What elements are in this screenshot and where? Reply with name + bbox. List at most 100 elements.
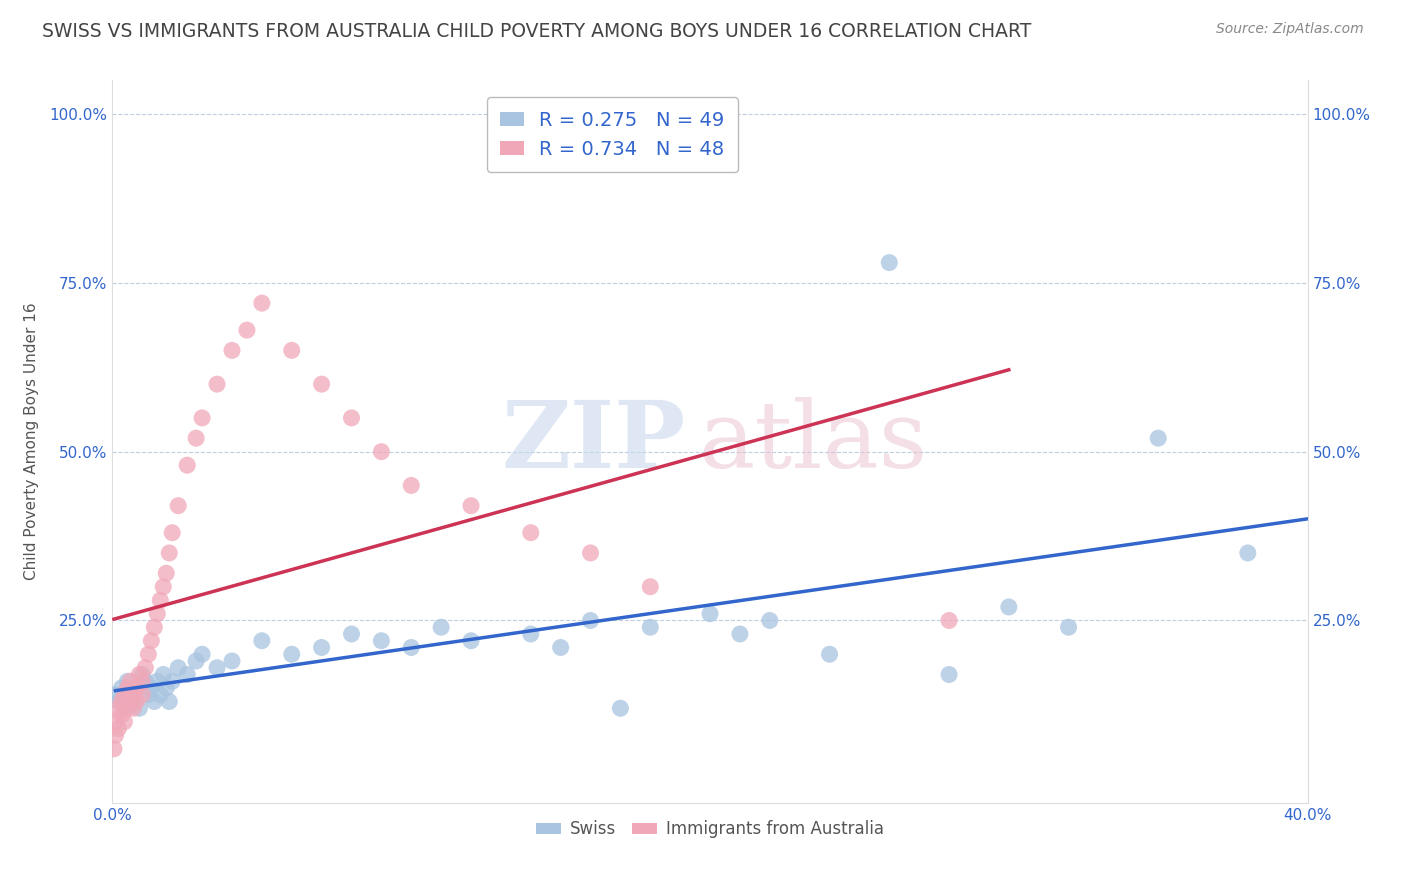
Point xyxy=(191,411,214,425)
Point xyxy=(134,661,156,675)
Point xyxy=(117,701,139,715)
Point xyxy=(146,607,169,621)
Point xyxy=(401,640,423,655)
Text: atlas: atlas xyxy=(699,397,928,486)
Point xyxy=(146,674,169,689)
Point xyxy=(138,688,160,702)
Point xyxy=(1237,546,1260,560)
Point xyxy=(818,647,841,661)
Point xyxy=(520,525,543,540)
Point xyxy=(114,701,135,715)
Point xyxy=(122,694,145,708)
Point xyxy=(125,694,148,708)
Point xyxy=(114,688,135,702)
Point xyxy=(401,478,423,492)
Text: SWISS VS IMMIGRANTS FROM AUSTRALIA CHILD POVERTY AMONG BOYS UNDER 16 CORRELATION: SWISS VS IMMIGRANTS FROM AUSTRALIA CHILD… xyxy=(42,22,1032,41)
Point xyxy=(122,688,145,702)
Point xyxy=(370,444,392,458)
Point xyxy=(110,681,132,695)
Point xyxy=(122,701,145,715)
Point xyxy=(236,323,259,337)
Point xyxy=(143,620,166,634)
Point xyxy=(125,681,148,695)
Point xyxy=(107,701,129,715)
Point xyxy=(120,674,142,689)
Point xyxy=(728,627,751,641)
Point xyxy=(176,458,198,472)
Point xyxy=(143,694,166,708)
Legend: Swiss, Immigrants from Australia: Swiss, Immigrants from Australia xyxy=(530,814,890,845)
Text: Source: ZipAtlas.com: Source: ZipAtlas.com xyxy=(1216,22,1364,37)
Point xyxy=(609,701,631,715)
Point xyxy=(1147,431,1170,445)
Point xyxy=(141,633,163,648)
Point xyxy=(250,633,273,648)
Point xyxy=(520,627,543,641)
Point xyxy=(149,593,172,607)
Point xyxy=(460,633,482,648)
Point xyxy=(205,661,228,675)
Point xyxy=(1057,620,1080,634)
Y-axis label: Child Poverty Among Boys Under 16: Child Poverty Among Boys Under 16 xyxy=(24,302,38,581)
Point xyxy=(131,688,153,702)
Point xyxy=(250,296,273,310)
Point xyxy=(938,614,960,628)
Point xyxy=(131,674,153,689)
Point xyxy=(125,681,148,695)
Point xyxy=(221,343,243,358)
Point xyxy=(162,674,183,689)
Point xyxy=(938,667,960,681)
Point xyxy=(157,694,180,708)
Point xyxy=(155,566,177,581)
Point xyxy=(640,580,662,594)
Point xyxy=(311,377,333,392)
Point xyxy=(998,599,1021,614)
Point xyxy=(281,343,304,358)
Point xyxy=(104,728,127,742)
Point xyxy=(579,546,602,560)
Point xyxy=(107,694,129,708)
Point xyxy=(110,694,132,708)
Point xyxy=(191,647,214,661)
Point xyxy=(152,580,174,594)
Point xyxy=(157,546,180,560)
Point xyxy=(110,708,132,723)
Point xyxy=(155,681,177,695)
Point xyxy=(104,714,127,729)
Point xyxy=(879,255,901,269)
Point xyxy=(167,499,190,513)
Point xyxy=(340,411,363,425)
Point xyxy=(138,647,160,661)
Point xyxy=(759,614,782,628)
Point xyxy=(141,681,163,695)
Point xyxy=(134,674,156,689)
Point xyxy=(167,661,190,675)
Point xyxy=(430,620,453,634)
Point xyxy=(205,377,228,392)
Point xyxy=(699,607,721,621)
Point xyxy=(104,688,127,702)
Point xyxy=(152,667,174,681)
Point xyxy=(131,667,153,681)
Point xyxy=(460,499,482,513)
Point xyxy=(120,694,142,708)
Point xyxy=(640,620,662,634)
Point xyxy=(340,627,363,641)
Point xyxy=(550,640,572,655)
Point xyxy=(186,431,208,445)
Point xyxy=(281,647,304,661)
Point xyxy=(311,640,333,655)
Point xyxy=(176,667,198,681)
Point xyxy=(370,633,392,648)
Point xyxy=(114,714,135,729)
Point xyxy=(149,688,172,702)
Point xyxy=(186,654,208,668)
Point xyxy=(579,614,602,628)
Point xyxy=(107,722,129,736)
Point xyxy=(128,701,150,715)
Point xyxy=(162,525,183,540)
Point xyxy=(117,674,139,689)
Point xyxy=(120,688,142,702)
Point xyxy=(103,741,125,756)
Text: ZIP: ZIP xyxy=(502,397,686,486)
